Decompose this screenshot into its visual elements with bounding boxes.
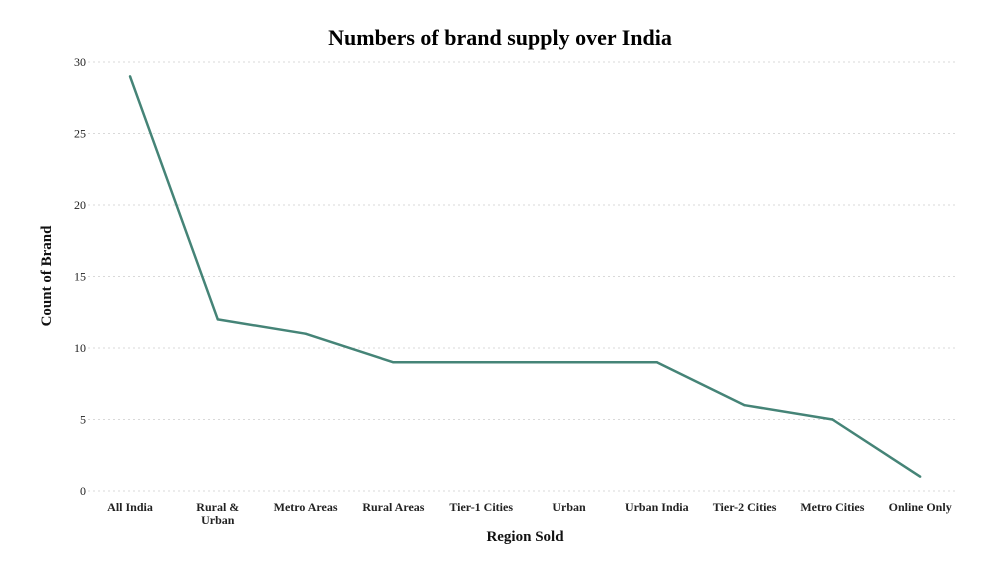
gridlines xyxy=(88,61,958,492)
x-tick-label: Rural & Urban xyxy=(196,500,239,527)
chart-title: Numbers of brand supply over India xyxy=(328,25,672,50)
x-tick-label: Metro Areas xyxy=(274,500,338,514)
x-tick-label: Rural Areas xyxy=(362,500,424,514)
y-tick-label: 25 xyxy=(74,127,86,141)
data-point xyxy=(919,475,922,478)
x-tick-label: Metro Cities xyxy=(800,500,864,514)
data-point xyxy=(567,361,571,364)
x-tick-label: Urban India xyxy=(625,500,689,514)
y-axis-ticks: 0 5 10 15 20 25 30 xyxy=(74,55,86,498)
x-tick-label: All India xyxy=(107,500,153,514)
series-layer xyxy=(128,75,922,478)
x-tick-label: Tier-2 Cities xyxy=(713,500,777,514)
data-point xyxy=(128,75,132,78)
x-axis-title: Region Sold xyxy=(486,529,564,545)
y-tick-label: 20 xyxy=(74,198,86,212)
y-tick-label: 10 xyxy=(74,341,86,355)
y-tick-label: 0 xyxy=(80,484,86,498)
y-tick-label: 5 xyxy=(80,413,86,427)
data-point xyxy=(655,361,658,364)
data-point xyxy=(831,418,834,421)
x-tick-label: Tier-1 Cities xyxy=(449,500,513,514)
data-point xyxy=(743,404,746,407)
data-point xyxy=(304,332,307,335)
x-tick-label: Online Only xyxy=(889,500,952,514)
data-point xyxy=(392,361,395,364)
x-axis-ticks: All India Rural & Urban Metro Areas Rural Ar… xyxy=(107,500,952,527)
y-tick-label: 30 xyxy=(74,55,86,69)
series-line xyxy=(128,75,921,478)
y-axis-title: Count of Brand xyxy=(39,225,55,327)
x-tick-label: Urban xyxy=(552,500,586,514)
data-point xyxy=(216,318,219,321)
y-tick-label: 15 xyxy=(74,270,86,284)
data-point xyxy=(480,361,483,364)
